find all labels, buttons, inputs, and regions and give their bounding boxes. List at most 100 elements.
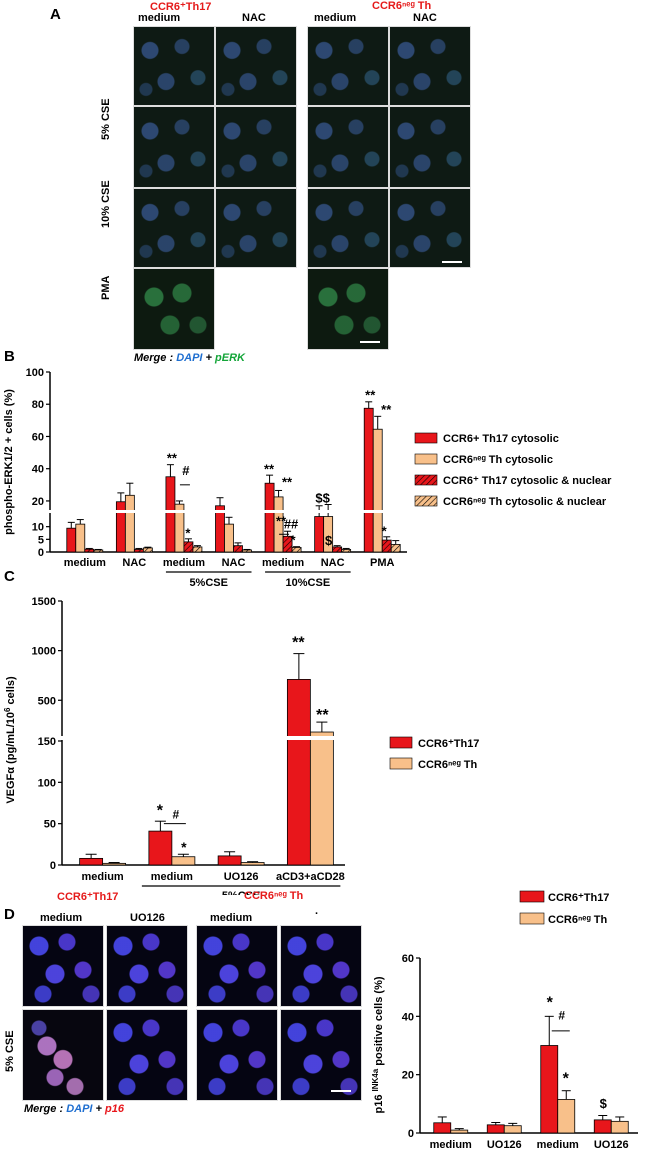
x-tick-label: UO126	[487, 1139, 522, 1150]
micrograph-a-th17-medium-10cse	[133, 188, 215, 268]
significance-marker: $	[600, 1096, 608, 1111]
legend-swatch	[389, 757, 413, 770]
significance-marker: **	[264, 462, 275, 477]
y-axis-label: phospho-ERK1/2 + cells (%)	[3, 389, 15, 535]
significance-marker: **	[316, 707, 329, 724]
significance-marker: #	[182, 463, 190, 478]
x-tick-label: medium	[82, 871, 124, 883]
merge-dapi: DAPI	[176, 352, 203, 364]
y-tick-label: 100	[38, 777, 56, 789]
panel-a-row-pma: PMA	[100, 275, 112, 300]
panel-c-letter: C	[4, 568, 15, 585]
merge-prefix: Merge :	[24, 1103, 67, 1115]
panel-d-col-dot: .	[315, 905, 319, 917]
bar	[171, 856, 196, 866]
significance-marker: $	[325, 533, 333, 548]
bar	[192, 546, 203, 553]
y-axis-label: p16 INK4a positive cells (%)	[371, 976, 385, 1113]
micrograph-a-th17-nac-5cse	[215, 106, 297, 188]
y-tick-label: 60	[32, 431, 44, 443]
micrograph-d-th17-uo126-ctrl	[106, 925, 188, 1007]
micrograph-a-ccr6neg-medium-10cse	[307, 188, 389, 268]
bar	[450, 1129, 469, 1134]
legend-swatch	[414, 495, 438, 507]
significance-marker: $$	[315, 491, 330, 506]
significance-marker: **	[381, 402, 392, 417]
micrograph-a-ccr6neg-nac-5cse	[389, 106, 471, 188]
bar	[332, 546, 343, 553]
significance-marker: **	[292, 635, 305, 652]
bar	[240, 862, 265, 866]
y-tick-label: 0	[38, 547, 44, 559]
bar	[66, 527, 77, 553]
merge-p16: p16	[105, 1103, 124, 1115]
panel-b-letter: B	[4, 348, 15, 365]
x-tick-label: NAC	[222, 557, 246, 569]
bar	[309, 731, 334, 866]
bar	[75, 523, 86, 553]
y-tick-label: 20	[32, 496, 44, 508]
y-tick-label: 60	[402, 953, 414, 965]
micrograph-a-th17-medium-5cse	[133, 106, 215, 188]
micrograph-a-ccr6neg-medium-5cse	[307, 106, 389, 188]
panel-d-col-uo126: UO126	[130, 912, 165, 924]
bar	[610, 1120, 629, 1134]
micrograph-d-ccr6neg-x-5cse	[280, 1009, 362, 1101]
bar	[433, 1122, 452, 1134]
legend-label: CCR6⁺ Th17 cytosolic & nuclear	[443, 475, 612, 487]
merge-perk: pERK	[215, 352, 245, 364]
panel-a-merge-legend: Merge : DAPI + pERK	[134, 352, 245, 364]
y-tick-label: 40	[32, 464, 44, 476]
bar	[93, 549, 104, 553]
significance-marker: *	[157, 802, 164, 819]
significance-marker: *	[185, 525, 191, 540]
bar	[124, 494, 135, 553]
merge-dapi: DAPI	[66, 1103, 93, 1115]
x-tick-label: medium	[163, 557, 205, 569]
legend-swatch	[519, 890, 545, 903]
axis-break-gap	[51, 510, 408, 513]
panel-a-row-5cse: 5% CSE	[100, 98, 112, 140]
x-tick-label: medium	[262, 557, 304, 569]
significance-marker: **	[167, 450, 178, 465]
legend-swatch	[414, 453, 438, 465]
bar	[540, 1045, 559, 1134]
legend-swatch	[389, 736, 413, 749]
legend-label: CCR6ⁿᵉᵍ Th	[548, 914, 608, 926]
legend-swatch	[519, 912, 545, 925]
bar	[233, 545, 243, 553]
micrograph-a-th17-nac-10cse	[215, 188, 297, 268]
panel-d-group2-title: CCR6ⁿᵉᵍ Th	[244, 890, 304, 902]
panel-d-merge-legend: Merge : DAPI + p16	[24, 1103, 124, 1115]
bar	[115, 501, 126, 553]
x-tick-label: medium	[64, 557, 106, 569]
micrograph-d-ccr6neg-medium-ctrl	[196, 925, 278, 1007]
y-tick-label: 150	[38, 736, 56, 748]
y-tick-label: 1500	[32, 596, 56, 608]
scale-bar	[442, 261, 462, 263]
micrograph-a-ccr6neg-nac-10cse	[389, 188, 471, 268]
micrograph-a-ccr6neg-nac-ctrl	[389, 26, 471, 106]
significance-marker: *	[291, 533, 297, 548]
legend-label: CCR6+ Th17 cytosolic	[443, 433, 559, 445]
y-tick-label: 1000	[32, 646, 56, 658]
bar	[84, 548, 95, 553]
panel-d-group1-title: CCR6⁺Th17	[57, 891, 119, 903]
bar	[264, 482, 275, 553]
x-tick-label: NAC	[122, 557, 146, 569]
significance-marker: ##	[284, 517, 299, 532]
significance-marker: **	[365, 387, 376, 402]
panel-a-col-medium-1: medium	[138, 12, 181, 24]
legend-label: CCR6⁺Th17	[418, 738, 479, 750]
bar	[390, 543, 401, 553]
panel-a-col-nac-2: NAC	[413, 12, 437, 24]
significance-marker: **	[282, 474, 293, 489]
bar	[148, 830, 173, 866]
x-tick-label: PMA	[370, 557, 395, 569]
panel-a-group1-title: CCR6⁺Th17	[150, 1, 212, 13]
chart-c: VEGFα (pg/mL/106 cells) 500 1000 1500 0 50 100…	[3, 596, 479, 895]
bar	[363, 407, 374, 553]
panel-d-col-medium-2: medium	[210, 912, 253, 924]
bar	[291, 547, 302, 553]
y-tick-label: 20	[402, 1070, 414, 1082]
